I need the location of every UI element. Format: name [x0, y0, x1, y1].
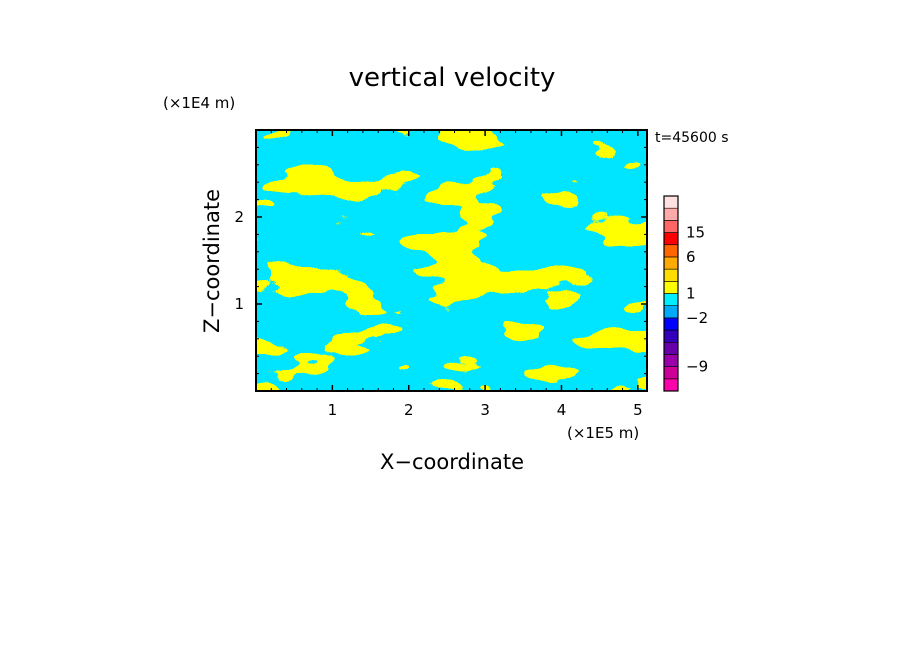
x-tick-label: 1 [328, 401, 338, 419]
time-label: t=45600 s [655, 130, 729, 146]
x-tick-label: 2 [404, 401, 414, 419]
colorbar-segment [663, 366, 679, 380]
colorbar-segment [663, 378, 679, 392]
y-tick-label: 2 [234, 208, 244, 226]
x-axis: 1 2 3 4 5 [270, 130, 643, 419]
colorbar-segment [663, 305, 679, 319]
y-axis: 12 [234, 146, 647, 375]
x-unit-label: (×1E5 m) [567, 424, 639, 442]
colorbar-segment [663, 195, 679, 209]
x-tick-label: 4 [557, 401, 567, 419]
colorbar-label: −2 [686, 309, 708, 327]
field-positive-region [256, 130, 647, 391]
colorbar-segment [663, 354, 679, 367]
colorbar-label: 6 [686, 248, 696, 266]
y-axis-label: Z−coordinate [200, 189, 224, 333]
colorbar-segment [663, 341, 679, 355]
colorbar-segment [663, 244, 679, 258]
colorbar-label: 1 [686, 285, 696, 303]
colorbar-frame [663, 195, 679, 392]
colorbar: 15 6 1 −2 −9 [663, 195, 708, 392]
chart-title: vertical velocity [349, 63, 556, 93]
colorbar-label: 15 [686, 224, 705, 242]
x-tick-label: 5 [633, 401, 643, 419]
colorbar-segment [663, 268, 679, 282]
plot-frame [255, 129, 648, 392]
colorbar-segment [663, 329, 679, 343]
colorbar-segment [663, 281, 679, 294]
colorbar-segment [663, 317, 679, 331]
colorbar-segment [663, 207, 679, 221]
colorbar-segment [663, 232, 679, 246]
colorbar-label: −9 [686, 358, 708, 376]
colorbar-segment [663, 220, 679, 233]
x-axis-label: X−coordinate [380, 450, 524, 474]
colorbar-segment [663, 256, 679, 270]
plot-area [256, 130, 647, 391]
y-tick-label: 1 [234, 295, 244, 313]
x-tick-label: 3 [480, 401, 490, 419]
y-unit-label: (×1E4 m) [163, 94, 235, 112]
colorbar-segment [663, 293, 679, 306]
